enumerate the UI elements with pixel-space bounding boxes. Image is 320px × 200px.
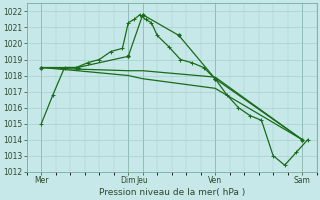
- X-axis label: Pression niveau de la mer( hPa ): Pression niveau de la mer( hPa ): [99, 188, 245, 197]
